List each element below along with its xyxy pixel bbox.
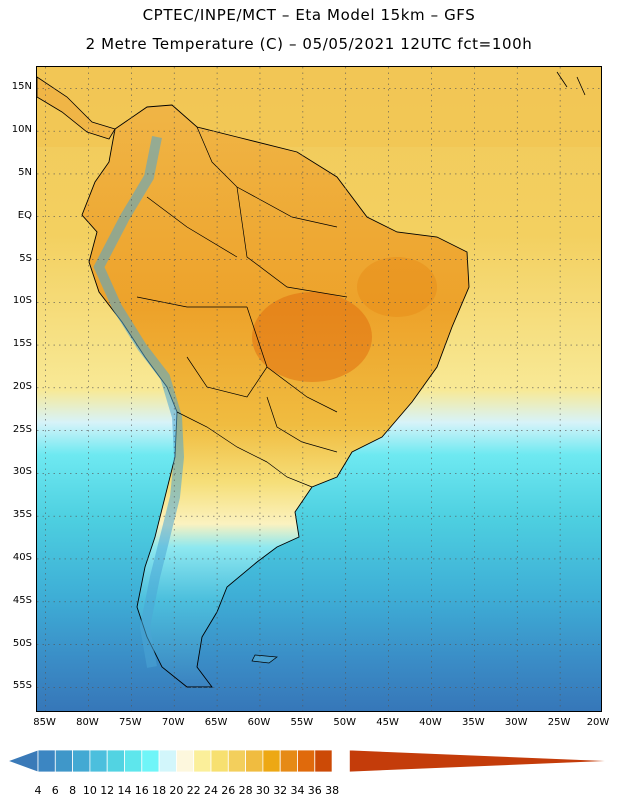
colorbar-label: 12 (100, 784, 115, 797)
latitude-label: 5N (18, 166, 32, 178)
longitude-label: 45W (376, 717, 399, 728)
longitude-label: 80W (76, 717, 99, 728)
latitude-label: 35S (12, 509, 32, 521)
longitude-label: 30W (504, 717, 528, 728)
latitude-label: 20S (12, 380, 32, 392)
latitude-label: 15N (11, 81, 32, 93)
latitude-label: EQ (17, 209, 32, 221)
longitude-label: 20W (586, 717, 610, 728)
colorbar-swatch (245, 749, 264, 773)
colorbar-swatch (210, 749, 229, 773)
caribbean-islands (556, 71, 586, 96)
country-borders (136, 126, 348, 488)
falkland-islands (251, 654, 278, 664)
longitude-label: 65W (204, 717, 228, 728)
colorbar-label: 30 (255, 784, 270, 797)
map-title-line2: 2 Metre Temperature (C) – 05/05/2021 12U… (85, 35, 533, 53)
colorbar-label: 16 (134, 784, 149, 797)
latitude-label: 15S (12, 338, 32, 350)
latitude-label: 45S (12, 594, 32, 606)
hot-region-ne (357, 257, 437, 317)
colorbar-label: 4 (34, 784, 42, 797)
colorbar-label: 24 (204, 784, 218, 797)
longitude-label: 85W (33, 717, 56, 728)
colorbar-swatch (158, 749, 177, 773)
latitude-label: 50S (12, 637, 32, 649)
longitude-label: 25W (547, 717, 571, 728)
colorbar-label: 14 (117, 784, 132, 797)
colorbar-swatch (262, 749, 281, 773)
colorbar-label: 32 (273, 784, 288, 797)
temperature-map (37, 67, 601, 711)
longitude-label: 50W (333, 717, 357, 728)
latitude-label: 5S (19, 252, 32, 264)
colorbar-swatch (106, 749, 125, 773)
longitude-label: 75W (119, 717, 142, 728)
gridlines (37, 67, 601, 711)
colorbar-swatch (297, 749, 316, 773)
colorbar-high-arrow (348, 749, 615, 773)
colorbar-swatch (193, 749, 212, 773)
latitude-label: 10N (11, 124, 32, 136)
colorbar-swatch (141, 749, 160, 773)
colorbar-swatch (175, 749, 195, 773)
latitude-label: 55S (12, 680, 32, 692)
temperature-colorbar: 4 6 8 10 12 14 16 18 20 22 24 26 28 30 32 34 36 38 (0, 748, 618, 800)
colorbar-label: 34 (290, 784, 305, 797)
central-america-land (37, 76, 116, 140)
colorbar-swatch (89, 749, 108, 773)
andes-cold-strip (93, 136, 185, 668)
latitude-label: 10S (12, 295, 32, 307)
colorbar-swatch (54, 749, 73, 773)
colorbar-swatch (314, 749, 333, 773)
longitude-label: 60W (247, 717, 271, 728)
colorbar-swatch (124, 749, 143, 773)
colorbar-label: 38 (325, 784, 340, 797)
longitude-label: 35W (462, 717, 485, 728)
colorbar-label: 8 (69, 784, 77, 797)
longitude-label: 70W (161, 717, 185, 728)
colorbar-swatches (6, 749, 615, 773)
colorbar-label: 22 (186, 784, 201, 797)
colorbar-swatch (279, 749, 298, 773)
latitude-label: 30S (12, 466, 32, 478)
colorbar-low-arrow (6, 749, 39, 773)
colorbar-label: 20 (169, 784, 184, 797)
colorbar-swatch (72, 749, 91, 773)
map-frame (36, 66, 602, 712)
colorbar-label: 10 (82, 784, 97, 797)
longitude-label: 40W (419, 717, 442, 728)
latitude-label: 40S (12, 551, 32, 563)
longitude-label: 55W (290, 717, 314, 728)
map-title-line1: CPTEC/INPE/MCT – Eta Model 15km – GFS (142, 6, 476, 24)
colorbar-swatch (227, 749, 247, 773)
colorbar-label: 6 (51, 784, 59, 797)
colorbar-label: 26 (221, 784, 236, 797)
colorbar-label: 28 (238, 784, 253, 797)
colorbar-label: 36 (307, 784, 322, 797)
colorbar-swatch (37, 749, 56, 773)
colorbar-label: 18 (152, 784, 167, 797)
latitude-label: 25S (12, 423, 32, 435)
hot-region (252, 292, 372, 382)
